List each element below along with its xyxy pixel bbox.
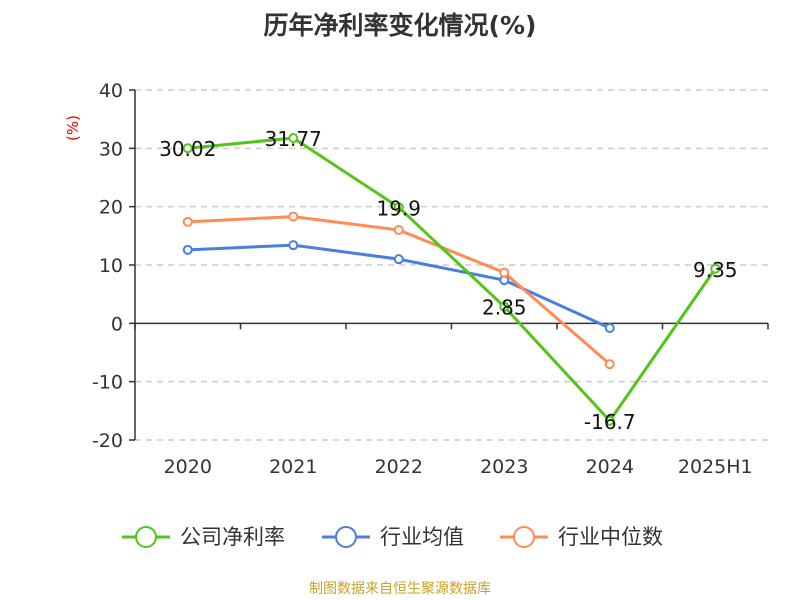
y-tick-label: 40	[99, 80, 123, 102]
data-point	[499, 301, 510, 312]
data-point	[288, 240, 299, 251]
data-point	[604, 359, 615, 370]
x-tick-label: 2022	[375, 456, 423, 478]
y-tick-label: -10	[92, 372, 123, 394]
x-tick-label: 2021	[269, 456, 317, 478]
data-point	[182, 216, 193, 227]
chart-title: 历年净利率变化情况(%)	[263, 11, 537, 40]
legend-marker-icon	[513, 526, 535, 548]
legend-label: 行业中位数	[558, 525, 663, 549]
source-note: 制图数据来自恒生聚源数据库	[309, 581, 491, 597]
y-tick-label: 10	[99, 255, 123, 277]
x-tick-label: 2024	[586, 456, 634, 478]
data-point	[710, 263, 721, 274]
data-point	[288, 133, 299, 144]
legend-label: 行业均值	[380, 525, 464, 549]
legend-label: 公司净利率	[180, 525, 285, 549]
data-point	[499, 267, 510, 278]
x-tick-label: 2023	[480, 456, 528, 478]
y-tick-label: 30	[99, 138, 123, 160]
series-line	[187, 215, 611, 366]
data-point	[393, 254, 404, 265]
data-point	[604, 323, 615, 333]
data-label: 31.77	[265, 127, 322, 151]
x-tick-label: 2025H1	[678, 456, 753, 478]
y-axis-label: (%)	[64, 115, 82, 141]
y-tick-label: 0	[111, 313, 123, 335]
data-point	[604, 415, 615, 426]
y-tick-label: 20	[99, 197, 123, 219]
x-tick-label: 2020	[164, 456, 212, 478]
data-point	[288, 211, 299, 222]
legend-marker-icon	[135, 526, 157, 548]
data-label: -16.7	[584, 410, 636, 434]
legend-marker-icon	[335, 526, 357, 548]
data-label: 9.35	[693, 258, 738, 282]
data-point	[182, 244, 193, 255]
data-label: 19.9	[376, 196, 421, 220]
data-label: 2.85	[482, 296, 527, 320]
series-line	[187, 136, 717, 424]
y-tick-label: -20	[92, 430, 123, 452]
data-point	[393, 225, 404, 235]
data-point	[393, 202, 404, 213]
data-label: 30.02	[159, 137, 216, 161]
data-point	[182, 143, 193, 154]
